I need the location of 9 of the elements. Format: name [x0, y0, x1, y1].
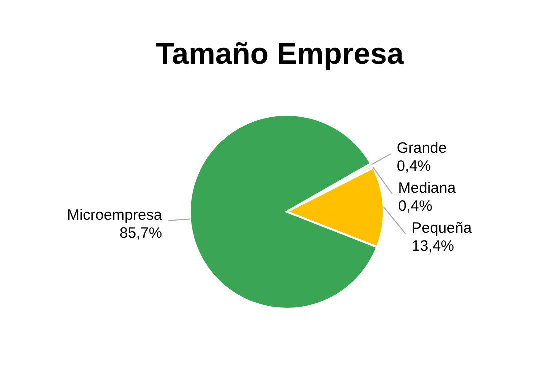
data-label: 0,4% — [396, 158, 432, 176]
slice-label: Microempresa — [67, 206, 163, 224]
slice-label: Pequeña — [412, 220, 473, 238]
chart-title: Tamaño Empresa — [156, 38, 404, 71]
slice-label: Grande — [396, 140, 448, 158]
data-label: 0,4% — [398, 198, 433, 216]
data-label: 13,4% — [412, 238, 454, 256]
data-label: 85,7% — [120, 224, 162, 242]
slice-label: Mediana — [398, 180, 457, 198]
